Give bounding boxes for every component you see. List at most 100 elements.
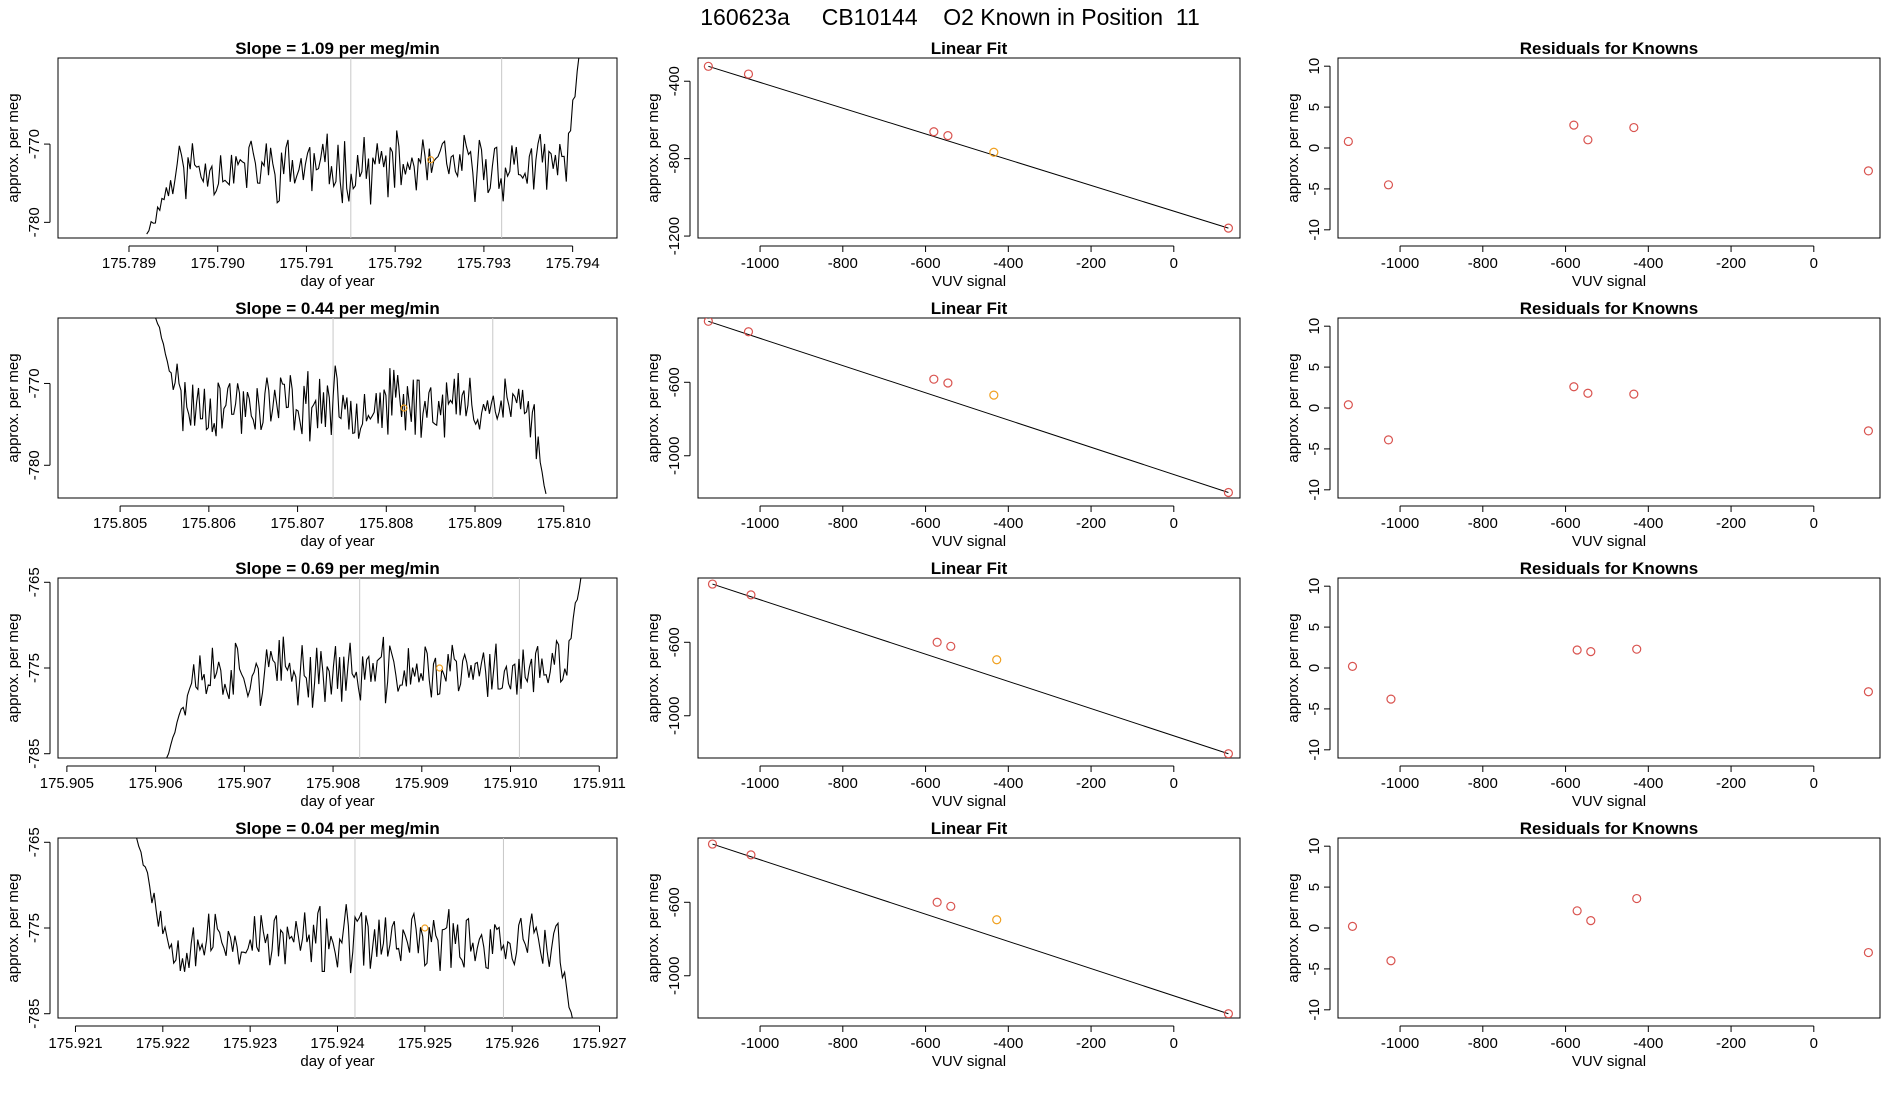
- x-tick-label: -600: [911, 775, 941, 792]
- panel-3-1: Linear Fit -1000 -800 -600 -400 -200 0 VUV sign…: [645, 819, 1241, 1070]
- plot-area: [707, 579, 1234, 758]
- data-trace-line: [146, 58, 580, 235]
- y-axis-label: approx. per meg: [645, 613, 662, 722]
- x-axis-label: VUV signal: [1572, 1053, 1646, 1070]
- y-axis-label: approx. per meg: [1285, 873, 1302, 982]
- plot-frame: [57, 577, 618, 759]
- x-tick-label: 175.905: [40, 775, 94, 792]
- y-tick-label: -1000: [666, 437, 683, 475]
- x-tick-label: -1000: [741, 1035, 779, 1052]
- x-tick-label: 175.790: [191, 255, 245, 272]
- x-tick-label: 0: [1170, 1035, 1178, 1052]
- y-tick-label: -765: [26, 827, 43, 857]
- y-tick-label: -1000: [666, 957, 683, 995]
- x-tick-label: 175.923: [223, 1035, 277, 1052]
- y-tick-label: -5: [1306, 182, 1323, 195]
- data-point: [1386, 956, 1396, 966]
- data-point: [1583, 135, 1593, 145]
- y-tick-label: -400: [666, 66, 683, 96]
- x-axis-label: VUV signal: [932, 793, 1006, 810]
- y-tick-label: 10: [1306, 58, 1323, 75]
- x-tick-label: 175.792: [368, 255, 422, 272]
- y-tick-label: 0: [1306, 404, 1323, 412]
- y-tick-label: -785: [26, 999, 43, 1029]
- x-tick-label: -200: [1076, 255, 1106, 272]
- x-tick-label: -400: [993, 1035, 1023, 1052]
- y-tick-label: -785: [26, 739, 43, 769]
- y-tick-label: -1000: [666, 697, 683, 735]
- plot-area: [703, 61, 1234, 233]
- x-tick-label: -400: [1633, 255, 1663, 272]
- panel-0-1: Linear Fit -1000 -800 -600 -400 -200 0 VUV sign…: [645, 39, 1241, 290]
- data-point: [943, 131, 953, 141]
- mean-point: [421, 924, 429, 932]
- x-tick-label: 175.926: [485, 1035, 539, 1052]
- data-point: [989, 147, 999, 157]
- fit-line: [708, 320, 1229, 493]
- plot-area: [1347, 644, 1874, 704]
- x-tick-label: 0: [1810, 255, 1818, 272]
- plot-frame: [57, 317, 618, 499]
- x-tick-label: -200: [1716, 1035, 1746, 1052]
- data-point: [743, 69, 754, 79]
- x-tick-label: 175.791: [279, 255, 333, 272]
- y-tick-label: -600: [666, 367, 683, 397]
- data-trace-line: [136, 838, 573, 1018]
- panel-title: Residuals for Knowns: [1520, 299, 1699, 318]
- x-tick-label: -1000: [1381, 515, 1419, 532]
- x-tick-label: -200: [1076, 775, 1106, 792]
- y-tick-label: 5: [1306, 103, 1323, 111]
- x-tick-label: -800: [1468, 255, 1498, 272]
- panel-1-2: Residuals for Knowns-1000 -800 -600 -400 -20…: [1285, 299, 1881, 550]
- x-axis-label: day of year: [300, 273, 374, 290]
- plot-area: [155, 318, 547, 498]
- x-axis-label: VUV signal: [1572, 793, 1646, 810]
- data-point: [932, 897, 942, 907]
- panel-title: Slope = 1.09 per meg/min: [235, 39, 440, 58]
- x-tick-label: 175.809: [448, 515, 502, 532]
- x-tick-label: -200: [1716, 255, 1746, 272]
- data-point: [1223, 487, 1234, 498]
- x-tick-label: -600: [1551, 255, 1581, 272]
- y-tick-label: -10: [1306, 479, 1323, 501]
- y-axis-label: approx. per meg: [5, 613, 22, 722]
- panel-2-2: Residuals for Knowns-1000 -800 -600 -400 -20…: [1285, 559, 1881, 810]
- plot-frame: [1337, 57, 1881, 239]
- data-point: [943, 378, 953, 388]
- data-point: [703, 318, 713, 326]
- data-point: [1386, 694, 1396, 704]
- x-tick-label: -800: [1468, 775, 1498, 792]
- x-tick-label: 175.908: [306, 775, 360, 792]
- x-axis-label: day of year: [300, 1053, 374, 1070]
- x-tick-label: -800: [828, 775, 858, 792]
- x-tick-label: -800: [1468, 1035, 1498, 1052]
- y-axis-label: approx. per meg: [5, 873, 22, 982]
- y-tick-label: 0: [1306, 924, 1323, 932]
- x-axis-label: VUV signal: [1572, 273, 1646, 290]
- plot-area: [703, 318, 1234, 498]
- x-tick-label: 175.793: [457, 255, 511, 272]
- plot-frame: [697, 57, 1241, 239]
- panel-1-0: Slope = 0.44 per meg/min 175.805 175.806 17…: [5, 299, 618, 550]
- data-point: [1383, 180, 1394, 190]
- data-point: [1629, 122, 1639, 133]
- y-axis-label: approx. per meg: [5, 353, 22, 462]
- data-point: [743, 327, 754, 337]
- data-point: [1632, 644, 1642, 654]
- plot-frame: [57, 57, 618, 239]
- x-tick-label: -1000: [741, 515, 779, 532]
- panel-0-2: Residuals for Knowns-1000 -800 -600 -400 -20…: [1285, 39, 1881, 290]
- y-axis-label: approx. per meg: [1285, 353, 1302, 462]
- panel-title: Linear Fit: [931, 39, 1008, 58]
- x-tick-label: 175.922: [136, 1035, 190, 1052]
- data-point: [929, 127, 939, 137]
- data-point: [1569, 382, 1579, 392]
- y-tick-label: -5: [1306, 442, 1323, 455]
- y-tick-label: -770: [26, 129, 43, 159]
- x-tick-label: 0: [1810, 1035, 1818, 1052]
- fit-line: [712, 583, 1229, 755]
- plot-frame: [697, 317, 1241, 499]
- data-point: [992, 915, 1002, 925]
- y-tick-label: 5: [1306, 883, 1323, 891]
